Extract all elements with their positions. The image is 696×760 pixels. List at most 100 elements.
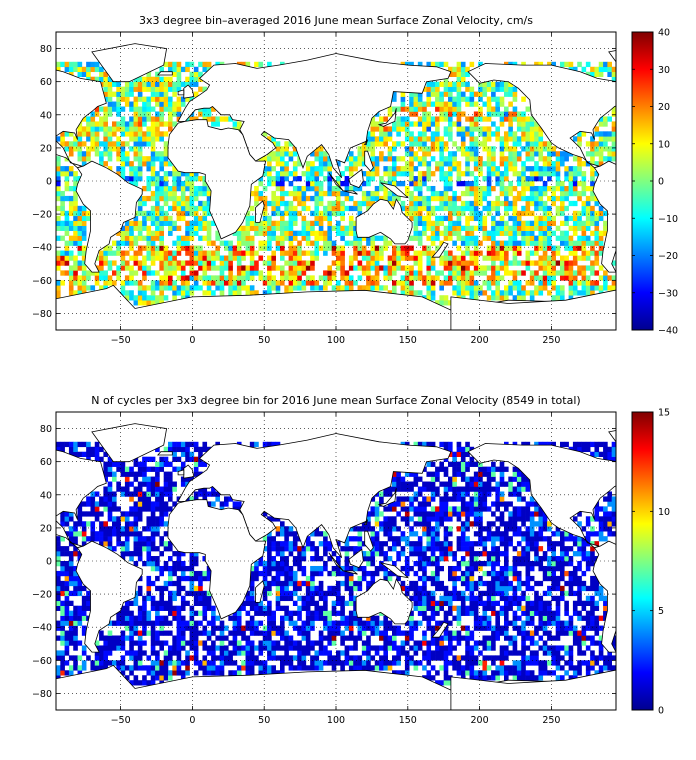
bin-cell xyxy=(392,250,397,256)
bin-cell xyxy=(168,570,173,577)
bin-cell xyxy=(275,220,281,226)
bin-cell xyxy=(396,126,401,132)
bin-cell xyxy=(163,561,169,567)
bin-cell xyxy=(353,280,358,286)
bin-cell xyxy=(417,106,423,112)
bin-cell xyxy=(327,166,332,172)
bin-cell xyxy=(77,640,83,646)
bin-cell xyxy=(495,265,500,271)
bin-cell xyxy=(547,141,552,147)
bin-cell xyxy=(417,200,423,207)
bin-cell xyxy=(297,190,302,197)
bin-cell xyxy=(392,471,397,477)
bin-cell xyxy=(448,260,453,266)
bin-cell xyxy=(176,61,182,68)
bin-cell xyxy=(404,650,410,656)
bin-cell xyxy=(146,86,152,92)
bin-cell xyxy=(224,245,229,251)
bin-cell xyxy=(68,665,74,671)
bin-cell xyxy=(249,640,255,646)
bin-cell xyxy=(120,486,126,492)
bin-cell xyxy=(305,585,311,592)
bin-cell xyxy=(383,486,388,492)
bin-cell xyxy=(142,200,147,207)
bin-cell xyxy=(193,650,199,656)
bin-cell xyxy=(133,136,139,142)
bin-cell xyxy=(94,76,100,82)
bin-cell xyxy=(374,506,380,512)
bin-cell xyxy=(189,185,195,192)
bin-cell xyxy=(508,200,513,207)
landmass xyxy=(377,108,397,127)
bin-cell xyxy=(142,675,147,681)
bin-cell xyxy=(331,655,337,661)
bin-cell xyxy=(120,235,126,241)
bin-cell xyxy=(314,285,320,291)
bin-cell xyxy=(538,240,544,246)
bin-cell xyxy=(327,625,332,631)
bin-cell xyxy=(155,516,160,522)
bin-cell xyxy=(344,556,350,562)
bin-cell xyxy=(176,96,182,102)
bin-cell xyxy=(245,210,251,217)
bin-cell xyxy=(189,250,195,256)
bin-cell xyxy=(185,225,190,231)
bin-cell xyxy=(254,265,259,271)
bin-cell xyxy=(232,620,238,626)
bin-cell xyxy=(422,161,427,167)
bin-cell xyxy=(206,290,212,296)
bin-cell xyxy=(400,486,406,492)
bin-cell xyxy=(348,645,354,651)
bin-cell xyxy=(150,466,156,472)
bin-cell xyxy=(120,526,126,532)
bin-cell xyxy=(271,670,276,676)
bin-cell xyxy=(185,590,190,597)
bin-cell xyxy=(241,270,246,276)
bin-cell xyxy=(142,536,147,542)
bin-cell xyxy=(422,106,427,112)
bin-cell xyxy=(120,265,126,271)
bin-cell xyxy=(473,181,479,187)
bin-cell xyxy=(275,161,281,167)
bin-cell xyxy=(133,235,139,241)
bin-cell xyxy=(81,225,87,231)
bin-cell xyxy=(280,531,285,537)
bin-cell xyxy=(348,185,354,192)
bin-cell xyxy=(129,481,134,487)
bin-cell xyxy=(383,565,388,572)
bin-cell xyxy=(193,220,199,226)
panel-velocity: 3x3 degree bin–averaged 2016 June mean S… xyxy=(32,14,678,346)
colorbar-tick-label: 30 xyxy=(658,65,670,76)
bin-cell xyxy=(73,210,78,217)
bin-cell xyxy=(521,161,526,167)
bin-cell xyxy=(81,536,87,542)
bin-cell xyxy=(301,280,307,286)
bin-cell xyxy=(120,551,126,557)
bin-cell xyxy=(112,141,117,147)
bin-cell xyxy=(482,126,488,132)
bin-cell xyxy=(137,235,143,241)
bin-cell xyxy=(245,650,251,656)
bin-cell xyxy=(56,441,61,448)
bin-cell xyxy=(417,195,423,202)
bin-cell xyxy=(404,635,410,641)
bin-cell xyxy=(86,496,91,502)
bin-cell xyxy=(534,161,539,167)
bin-cell xyxy=(133,176,139,182)
bin-cell xyxy=(133,121,139,127)
bin-cell xyxy=(331,190,337,197)
bin-cell xyxy=(112,461,117,467)
bin-cell xyxy=(590,171,595,177)
bin-cell xyxy=(448,255,453,261)
bin-cell xyxy=(133,220,139,226)
bin-cell xyxy=(185,66,190,73)
bin-cell xyxy=(163,486,169,492)
y-tick-label: 40 xyxy=(40,110,52,121)
landmass xyxy=(467,63,616,169)
bin-cell xyxy=(348,215,354,222)
bin-cell xyxy=(176,86,182,92)
bin-cell xyxy=(305,546,311,552)
bin-cell xyxy=(430,205,436,212)
bin-cell xyxy=(551,195,556,202)
bin-cell xyxy=(469,131,475,137)
